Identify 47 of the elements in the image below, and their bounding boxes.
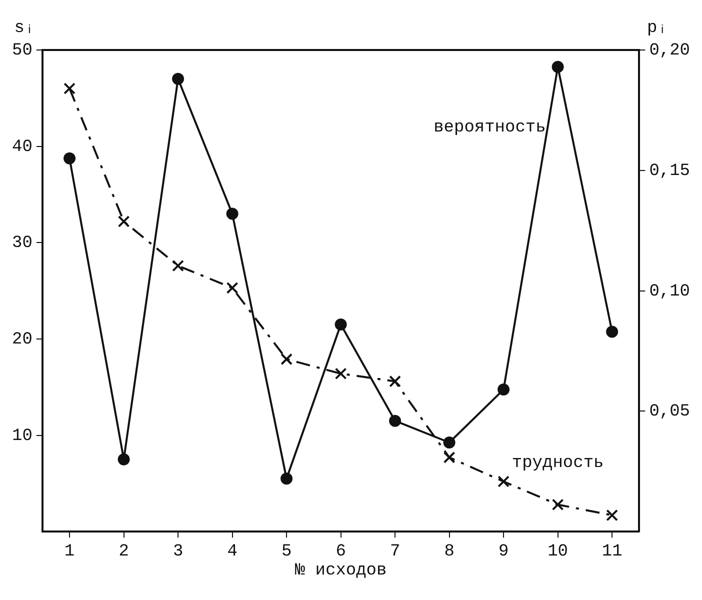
point [226,208,238,220]
x-tick-label: 1 [64,542,75,562]
point [172,72,184,85]
y2-tick-label: 0,20 [649,42,690,60]
y2-axis-title: pᵢ [646,19,668,38]
y-tick-label: 40 [12,138,32,157]
point [172,260,184,272]
point [498,384,510,396]
point [606,326,618,338]
point [280,472,293,485]
x-tick-label: 10 [548,542,568,562]
point [552,60,564,73]
series-label: трудность [512,454,604,474]
y2-tick-label: 0,05 [649,402,690,422]
point [606,509,618,522]
x-tick-label: 2 [118,542,129,562]
x-tick-label: 3 [172,542,184,562]
x-tick-label: 4 [227,542,238,562]
y-tick-label: 30 [12,234,32,254]
x-tick-label: 9 [498,542,509,562]
point [389,375,401,388]
point [334,318,347,331]
point [443,451,456,464]
point [226,282,238,294]
point [118,453,130,466]
x-tick-label: 6 [336,542,346,562]
series-label: вероятность [434,118,546,138]
point [334,368,347,380]
y-tick-label: 10 [12,426,32,446]
point [498,476,510,488]
x-tick-label: 11 [602,542,622,562]
x-tick-label: 7 [390,542,400,562]
x-tick-label: 5 [281,542,292,562]
x-tick-label: 8 [444,542,454,562]
point [280,353,292,366]
point [64,152,76,164]
x-axis-title: № исходов [294,562,387,581]
point [118,216,130,228]
y-tick-label: 20 [12,330,32,350]
y2-tick-label: 0,15 [649,162,690,181]
y-tick-label: 50 [12,42,32,60]
point [64,82,76,94]
point [443,436,456,449]
y2-tick-label: 0,10 [649,282,690,302]
point [389,414,402,427]
y-axis-title: sᵢ [14,19,35,38]
point [552,498,564,511]
